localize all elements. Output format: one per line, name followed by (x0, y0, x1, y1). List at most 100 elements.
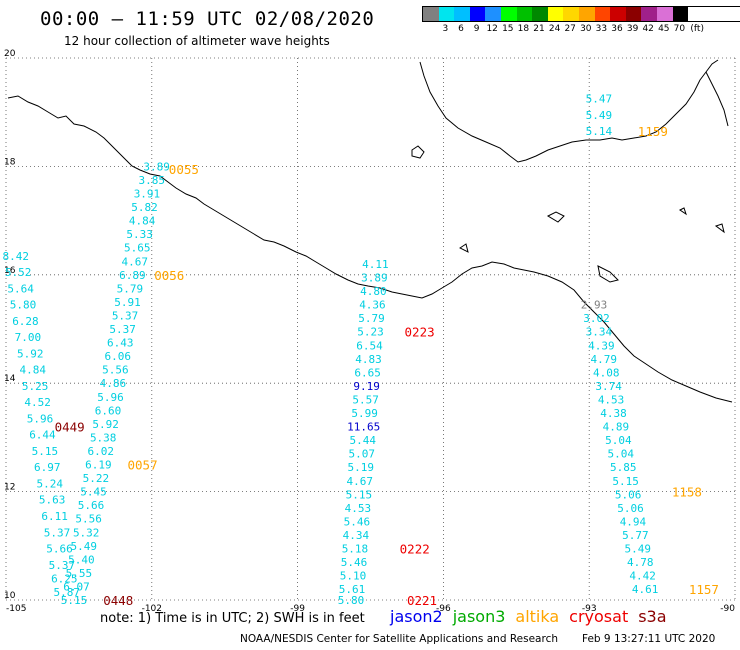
legend-label: 12 (486, 24, 498, 34)
wave-height-label: 5.15 (32, 445, 59, 458)
wave-height-label: 4.94 (620, 515, 647, 528)
pass-time-label: 0057 (128, 458, 158, 473)
wave-height-label: 4.86 (100, 377, 127, 390)
longitude-tick-label: -99 (290, 604, 305, 614)
legend-label: 33 (595, 24, 608, 34)
wave-height-label: 5.49 (586, 109, 613, 122)
wave-height-label: 4.79 (591, 353, 618, 366)
pass-time-label: 1157 (689, 582, 719, 597)
wave-height-label: 5.96 (97, 391, 124, 404)
wave-height-label: 4.83 (355, 353, 382, 366)
map-title: 00:00 – 11:59 UTC 02/08/2020 (40, 8, 375, 30)
wave-height-label: 6.60 (95, 404, 122, 417)
wave-height-label: 5.07 (349, 448, 376, 461)
wave-height-label: 5.61 (339, 583, 366, 596)
wave-height-label: 2.93 (581, 299, 608, 312)
wave-height-label: 5.47 (586, 93, 613, 106)
wave-height-label: 5.15 (346, 488, 373, 501)
wave-height-label: 5.77 (622, 529, 649, 542)
wave-height-label: 5.57 (352, 393, 379, 406)
legend-label: 42 (642, 24, 654, 34)
island-gulf (411, 145, 425, 159)
latitude-tick-label: 12 (4, 483, 15, 493)
legend-label: 36 (611, 24, 623, 34)
wave-height-label: 5.37 (44, 526, 71, 539)
pass-time-label: 0222 (400, 542, 430, 557)
pass-time-labels: 0055 0056 0057 0449 0448 0223 0222 0221 1159 1158… (55, 124, 719, 608)
legend-label: 70 (673, 24, 686, 34)
legend-label: 18 (517, 24, 530, 34)
wave-height-label: 5.96 (27, 412, 54, 425)
wave-height-label: 6.06 (105, 350, 132, 363)
wave-height-label: 5.15 (612, 475, 639, 488)
wave-height-label: 4.78 (627, 556, 654, 569)
latitude-tick-label: 20 (4, 49, 16, 59)
legend-label: 24 (548, 24, 561, 34)
color-legend: 3 6 9 12 15 18 21 24 27 30 33 36 39 42 45 70 (ft) (422, 6, 740, 36)
wave-height-label: 6.11 (41, 510, 68, 523)
legend-swatch (610, 7, 626, 21)
wave-height-label: 5.46 (341, 556, 368, 569)
wave-height-label: 4.84 (19, 364, 46, 377)
wave-height-label: 5.33 (126, 228, 153, 241)
wave-height-label: 5.46 (344, 515, 371, 528)
wave-height-label: 5.37 (109, 323, 136, 336)
wave-height-label: 6.65 (354, 366, 381, 379)
wave-height-label: 5.65 (124, 242, 151, 255)
legend-swatch (438, 7, 455, 21)
wave-height-label: 5.55 (66, 567, 93, 580)
wave-height-label: 6.25 (51, 572, 78, 585)
wave-height-label: 5.24 (36, 477, 63, 490)
legend-swatch (578, 7, 595, 21)
legend-swatch (594, 7, 611, 21)
wave-height-label: 5.32 (73, 526, 100, 539)
satellite-key-cryosat: cryosat (569, 607, 629, 626)
map-subtitle: 12 hour collection of altimeter wave hei… (64, 34, 330, 48)
legend-swatch (485, 7, 501, 21)
wave-height-label: 5.37 (49, 559, 76, 572)
latitude-tick-label: 18 (4, 157, 16, 167)
wave-height-label: 6.02 (88, 445, 115, 458)
wave-height-label: 5.38 (90, 431, 117, 444)
wave-height-label: 5.45 (80, 486, 107, 499)
wave-height-label: 5.66 (78, 499, 105, 512)
legend-swatch (563, 7, 579, 21)
island-c (459, 243, 469, 253)
legend-labels: 3 6 9 12 15 18 21 24 27 30 33 36 39 42 45 70 (ft) (422, 22, 740, 36)
wave-height-label: 6.54 (356, 339, 383, 352)
legend-swatch (500, 7, 517, 21)
wave-height-label: 5.82 (131, 201, 158, 214)
wave-height-label: 4.39 (588, 339, 615, 352)
legend-swatch (532, 7, 548, 21)
wave-height-label: 4.61 (632, 583, 659, 596)
satellite-key-altika: altika (515, 607, 560, 626)
legend-swatch (516, 7, 533, 21)
wave-height-label: 5.10 (340, 570, 367, 583)
legend-swatch (672, 7, 689, 21)
legend-label: 39 (626, 24, 639, 34)
wave-height-label: 5.06 (617, 502, 644, 515)
wave-height-label: 5.56 (75, 513, 102, 526)
legend-label: 30 (580, 24, 592, 34)
wave-height-label: 5.80 (10, 299, 37, 312)
longitude-tick-label: -93 (582, 604, 597, 614)
pass-time-label: 0056 (154, 268, 184, 283)
wave-height-label: 3.34 (586, 326, 613, 339)
coastline (7, 59, 733, 403)
wave-height-label: 5.04 (605, 434, 632, 447)
island-b (597, 265, 619, 283)
legend-label: 15 (502, 24, 514, 34)
wave-height-label: 4.84 (129, 215, 156, 228)
wave-height-label: 5.63 (39, 494, 66, 507)
wave-height-label: 5.56 (102, 364, 129, 377)
wave-height-label: 4.38 (600, 407, 627, 420)
wave-height-label: 5.23 (357, 326, 384, 339)
wave-height-label: 5.52 (5, 266, 32, 279)
legend-swatch (469, 7, 486, 21)
graticule (5, 57, 736, 601)
legend-label: 3 (442, 24, 449, 34)
wave-height-label: 5.66 (46, 543, 73, 556)
wave-height-label: 3.74 (595, 380, 622, 393)
mexico-pacific-coastline (7, 95, 733, 403)
wave-height-label: 6.43 (107, 337, 134, 350)
